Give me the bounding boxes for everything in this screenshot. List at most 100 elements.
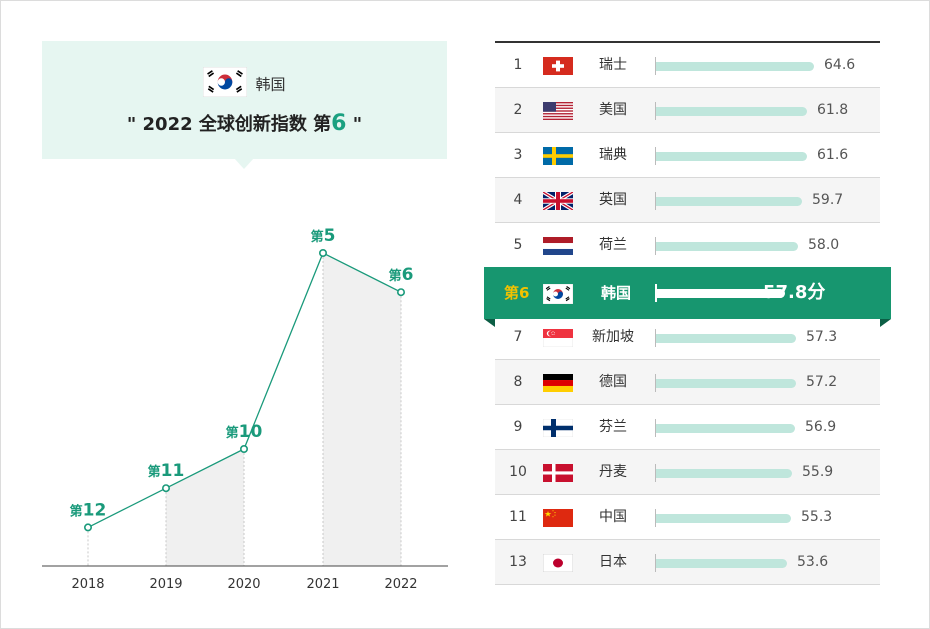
- rank-point-2018: [83, 523, 92, 532]
- rank-label-prefix: 第: [311, 229, 324, 245]
- x-tick-2018: 2018: [71, 577, 104, 592]
- row-value: 55.3: [801, 509, 833, 525]
- x-tick-2022: 2022: [384, 577, 417, 592]
- header-box: 韩国 " 2022 全球创新指数 第6 ": [42, 41, 447, 159]
- row-value: 64.6: [824, 57, 856, 73]
- rank-label-number: 5: [324, 226, 336, 246]
- row-rank: 1: [513, 57, 523, 73]
- header-country-name: 韩国: [255, 75, 286, 94]
- row-rank: 11: [509, 509, 527, 525]
- rank-label-prefix: 第: [389, 268, 402, 284]
- row-bar-axis: [655, 147, 656, 165]
- row-value: 55.9: [802, 464, 834, 480]
- sweden-flag-icon: [543, 147, 573, 165]
- row-rank: 5: [513, 237, 523, 253]
- switzerland-flag-icon: [543, 57, 573, 75]
- row-bar-axis: [655, 237, 656, 255]
- row-country: 荷兰: [599, 237, 627, 253]
- header-title-text: " 2022 全球创新指数 第: [126, 114, 332, 135]
- row-bar-axis: [655, 374, 656, 392]
- highlight-fold-right: [880, 319, 891, 327]
- rank-label-2022: 第6: [389, 265, 414, 285]
- row-rank: 8: [513, 374, 523, 390]
- table-row: 9 芬兰 56.9: [495, 405, 880, 450]
- row-country: 新加坡: [592, 329, 634, 345]
- chart-shade-band: [323, 253, 401, 566]
- row-country: 美国: [599, 102, 627, 118]
- row-country: 德国: [599, 374, 627, 390]
- table-row: 8 德国 57.2: [495, 360, 880, 405]
- usa-flag-icon: [543, 102, 573, 120]
- korea-flag-icon: [542, 283, 574, 305]
- rank-label-2021: 第5: [311, 226, 336, 246]
- row-bar: [656, 62, 814, 71]
- row-value: 57.8分: [763, 282, 826, 303]
- china-flag-icon: [543, 509, 573, 527]
- germany-flag-icon: [543, 374, 573, 392]
- row-country: 瑞士: [599, 57, 627, 73]
- table-row: 10 丹麦 55.9: [495, 450, 880, 495]
- row-bar: [656, 379, 796, 388]
- table-row: 7 新加坡 57.3: [495, 315, 880, 360]
- rank-label-prefix: 第: [70, 503, 83, 519]
- row-value: 56.9: [805, 419, 837, 435]
- row-bar: [656, 514, 791, 523]
- chart-shade-band: [166, 449, 244, 566]
- row-bar-axis: [655, 509, 656, 527]
- row-bar: [656, 152, 807, 161]
- row-bar: [656, 197, 802, 206]
- singapore-flag-icon: [542, 328, 574, 348]
- x-tick-2019: 2019: [149, 577, 182, 592]
- rank-label-2018: 第12: [70, 500, 107, 520]
- row-rank: 13: [509, 554, 527, 570]
- row-value: 58.0: [808, 237, 840, 253]
- row-country: 日本: [599, 554, 627, 570]
- rank-label-prefix: 第: [226, 425, 239, 441]
- row-bar: [657, 289, 785, 298]
- row-value: 57.3: [806, 329, 838, 345]
- row-value: 53.6: [797, 554, 829, 570]
- row-bar: [656, 334, 796, 343]
- rank-label-number: 6: [402, 265, 414, 285]
- row-bar: [656, 469, 792, 478]
- row-rank: 10: [509, 464, 527, 480]
- rank-label-2020: 第10: [226, 422, 263, 442]
- row-rank: 第6: [504, 284, 530, 302]
- row-value: 57.2: [806, 374, 838, 390]
- row-rank: 9: [513, 419, 523, 435]
- row-bar-axis: [655, 192, 656, 210]
- table-row: 5 荷兰 58.0: [495, 223, 880, 268]
- row-value: 61.6: [817, 147, 849, 163]
- denmark-flag-icon: [543, 464, 573, 482]
- x-tick-2021: 2021: [306, 577, 339, 592]
- row-bar-axis: [655, 419, 656, 437]
- row-value: 61.8: [817, 102, 849, 118]
- row-bar-axis: [655, 554, 656, 572]
- header-country: 韩国: [42, 66, 447, 101]
- rank-point-2019: [162, 484, 171, 493]
- row-country: 韩国: [600, 284, 631, 302]
- row-country: 丹麦: [599, 464, 627, 480]
- row-country: 芬兰: [599, 419, 627, 435]
- table-row: 2 美国 61.8: [495, 88, 880, 133]
- header-title-rank: 6: [331, 111, 347, 136]
- rank-point-2020: [240, 445, 249, 454]
- rank-label-2019: 第11: [148, 461, 185, 481]
- row-rank: 4: [513, 192, 523, 208]
- rank-label-number: 12: [83, 500, 107, 520]
- uk-flag-icon: [541, 190, 575, 212]
- netherlands-flag-icon: [543, 237, 573, 255]
- row-bar: [656, 242, 798, 251]
- row-rank: 2: [513, 102, 523, 118]
- row-bar: [656, 107, 807, 116]
- row-bar-axis: [655, 284, 657, 302]
- rank-label-number: 10: [239, 422, 263, 442]
- row-bar-axis: [655, 329, 656, 347]
- highlight-fold-left: [484, 319, 495, 327]
- row-rank: 7: [513, 329, 523, 345]
- rank-point-2021: [318, 248, 327, 257]
- row-bar: [656, 559, 787, 568]
- table-row: 3 瑞典 61.6: [495, 133, 880, 178]
